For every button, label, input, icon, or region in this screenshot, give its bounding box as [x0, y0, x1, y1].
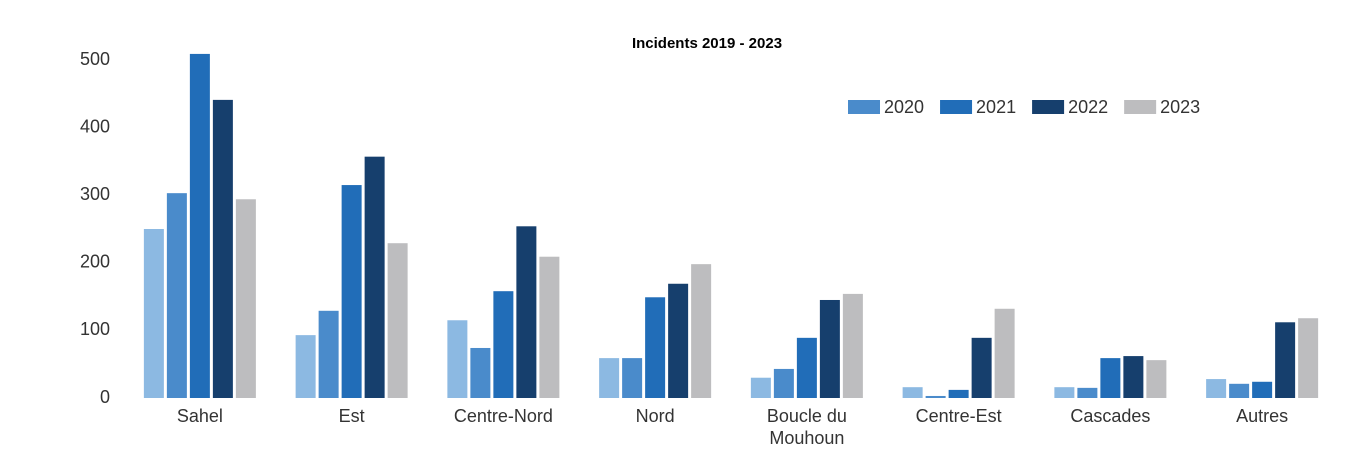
bar	[447, 320, 468, 398]
bar	[189, 53, 210, 398]
bar	[622, 358, 643, 398]
bar	[1229, 383, 1250, 398]
bar	[842, 293, 863, 398]
bar	[994, 308, 1015, 398]
x-tick-label: Cascades	[1070, 406, 1150, 426]
bar	[773, 368, 794, 398]
bar	[341, 185, 362, 398]
legend-label: 2022	[1068, 97, 1108, 117]
y-tick-label: 300	[80, 184, 110, 204]
bar	[668, 283, 689, 398]
bar	[645, 297, 666, 398]
x-tick-label: Sahel	[177, 406, 223, 426]
bar	[470, 347, 491, 398]
bar	[143, 229, 164, 398]
bar	[364, 156, 385, 398]
x-tick-label: Est	[339, 406, 365, 426]
bar	[1275, 322, 1296, 398]
bar	[691, 264, 712, 398]
bar	[925, 395, 946, 398]
bar	[1206, 379, 1227, 398]
bar	[902, 387, 923, 398]
chart-title: Incidents 2019 - 2023	[632, 35, 782, 52]
bar	[971, 337, 992, 398]
bar	[1100, 358, 1121, 398]
bar	[387, 243, 408, 398]
bar	[212, 99, 233, 398]
bar	[1298, 318, 1319, 398]
y-tick-label: 500	[80, 49, 110, 69]
bar	[948, 389, 969, 398]
bar	[796, 337, 817, 398]
x-tick-label: Nord	[636, 406, 675, 426]
legend-swatch	[940, 100, 973, 114]
bar	[1123, 356, 1144, 398]
x-tick-label: Centre-Est	[916, 406, 1002, 426]
bar	[1146, 360, 1167, 398]
bar	[493, 291, 514, 398]
bar	[599, 358, 620, 398]
bar	[1252, 381, 1273, 398]
x-tick-label: Boucle du Mouhoun	[767, 406, 847, 448]
bar	[166, 193, 187, 398]
legend-swatch	[1124, 100, 1157, 114]
legend-label: 2020	[884, 97, 924, 117]
legend-label: 2023	[1160, 97, 1200, 117]
y-tick-label: 100	[80, 319, 110, 339]
bar	[1054, 387, 1075, 398]
legend-swatch	[1032, 100, 1065, 114]
legend-swatch	[848, 100, 880, 114]
bar	[539, 256, 560, 398]
bar	[819, 299, 840, 398]
x-tick-label: Autres	[1236, 406, 1288, 426]
x-tick-label: Centre-Nord	[454, 406, 553, 426]
bar	[750, 377, 771, 398]
y-tick-label: 400	[80, 116, 110, 136]
y-tick-label: 200	[80, 252, 110, 272]
bar	[235, 199, 256, 398]
bar	[1077, 387, 1098, 398]
bar	[318, 310, 339, 398]
legend-label: 2021	[976, 97, 1016, 117]
bar	[516, 226, 537, 398]
bar	[295, 335, 316, 398]
y-tick-label: 0	[100, 387, 110, 407]
